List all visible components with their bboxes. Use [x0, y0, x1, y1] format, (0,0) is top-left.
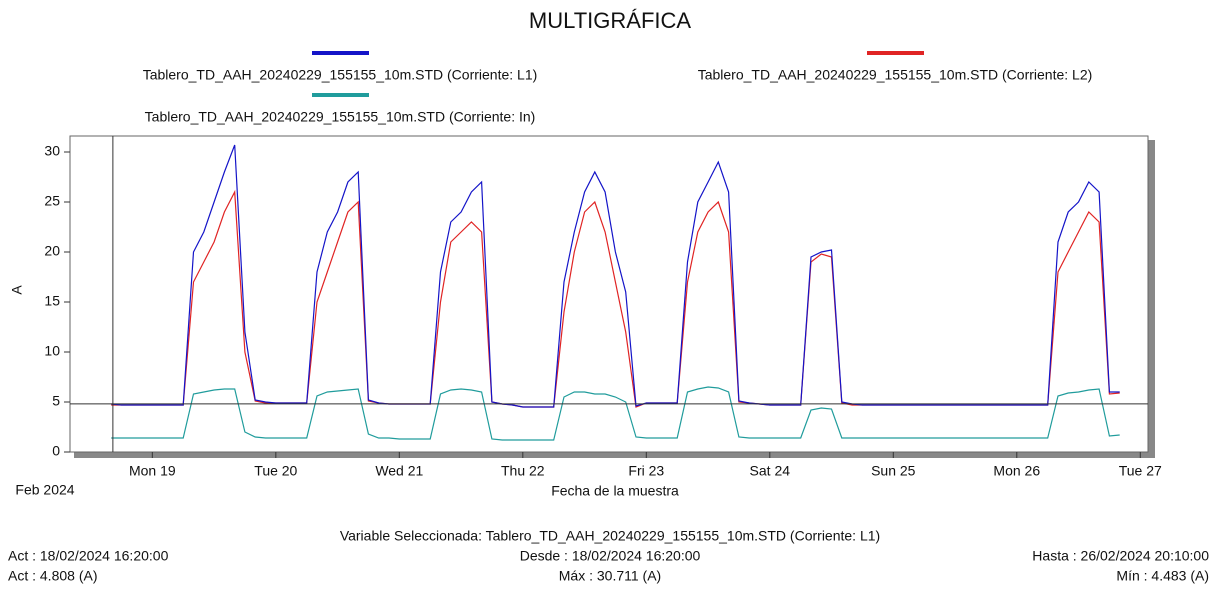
x-sublabel: Feb 2024 [15, 482, 74, 498]
y-tick-label: 20 [44, 243, 60, 259]
y-tick-label: 30 [44, 143, 60, 159]
legend-label: Tablero_TD_AAH_20240229_155155_10m.STD (… [698, 67, 1093, 83]
legend-label: Tablero_TD_AAH_20240229_155155_10m.STD (… [145, 109, 536, 125]
y-tick-label: 25 [44, 193, 60, 209]
x-axis-label: Fecha de la muestra [551, 483, 679, 499]
footer-selected: Variable Seleccionada: Tablero_TD_AAH_20… [340, 528, 880, 544]
legend-label: Tablero_TD_AAH_20240229_155155_10m.STD (… [143, 67, 538, 83]
footer-to: Hasta : 26/02/2024 20:10:00 [1032, 548, 1209, 564]
legend-swatch [312, 51, 369, 55]
x-tick-label: Mon 26 [993, 463, 1040, 479]
y-tick-label: 15 [44, 293, 60, 309]
y-axis-label: A [9, 285, 25, 295]
x-tick-label: Mon 19 [129, 463, 176, 479]
footer-from: Desde : 18/02/2024 16:20:00 [520, 548, 701, 564]
x-tick-label: Sat 24 [750, 463, 791, 479]
x-tick-label: Tue 27 [1119, 463, 1162, 479]
legend-swatch [312, 93, 369, 97]
footer-act-value: Act : 4.808 (A) [8, 568, 97, 584]
plot-frame [69, 135, 1149, 453]
footer-min: Mín : 4.483 (A) [1116, 568, 1209, 584]
series-line [111, 144, 1120, 408]
x-tick-label: Tue 20 [254, 463, 297, 479]
x-tick-label: Thu 22 [501, 463, 545, 479]
y-tick-label: 5 [52, 393, 60, 409]
chart-title: MULTIGRÁFICA [529, 8, 691, 33]
frame-shadow [74, 452, 1155, 458]
y-tick-label: 10 [44, 343, 60, 359]
footer-act-time: Act : 18/02/2024 16:20:00 [8, 548, 169, 564]
y-tick-label: 0 [52, 443, 60, 459]
x-tick-label: Sun 25 [871, 463, 916, 479]
frame-shadow [1148, 140, 1155, 458]
legend-swatch [867, 51, 924, 55]
x-tick-label: Wed 21 [375, 463, 423, 479]
footer-max: Máx : 30.711 (A) [559, 568, 661, 584]
series-line [111, 386, 1120, 441]
x-tick-label: Fri 23 [628, 463, 664, 479]
